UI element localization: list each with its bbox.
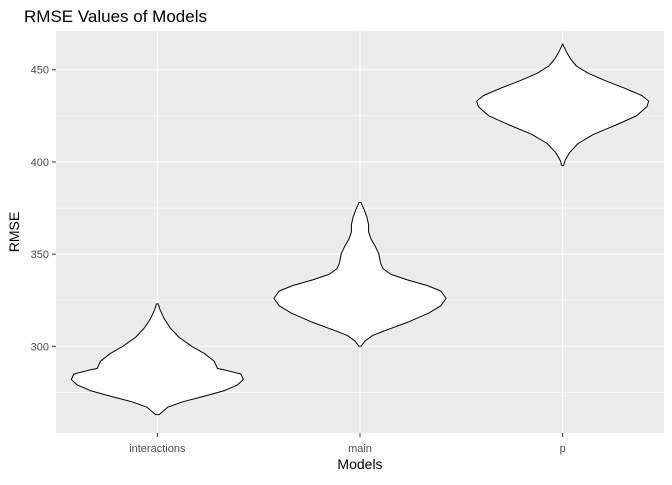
y-axis-title: RMSE xyxy=(6,212,22,252)
violin-p xyxy=(476,43,650,167)
y-axis-ticks: 300 350 400 450 xyxy=(31,65,56,353)
x-tick-label: interactions xyxy=(129,443,186,455)
y-tick-label: 350 xyxy=(31,249,49,261)
y-tick-label: 450 xyxy=(31,65,49,77)
violin-interactions xyxy=(70,303,244,416)
chart-title: RMSE Values of Models xyxy=(24,7,207,26)
violins xyxy=(70,43,650,416)
x-tick-label: main xyxy=(348,443,372,455)
x-tick-label: p xyxy=(560,443,566,455)
y-tick-label: 400 xyxy=(31,157,49,169)
violin-main xyxy=(273,202,447,347)
x-axis-title: Models xyxy=(337,456,382,472)
y-tick-label: 300 xyxy=(31,341,49,353)
x-axis-ticks: interactions main p xyxy=(129,433,566,455)
